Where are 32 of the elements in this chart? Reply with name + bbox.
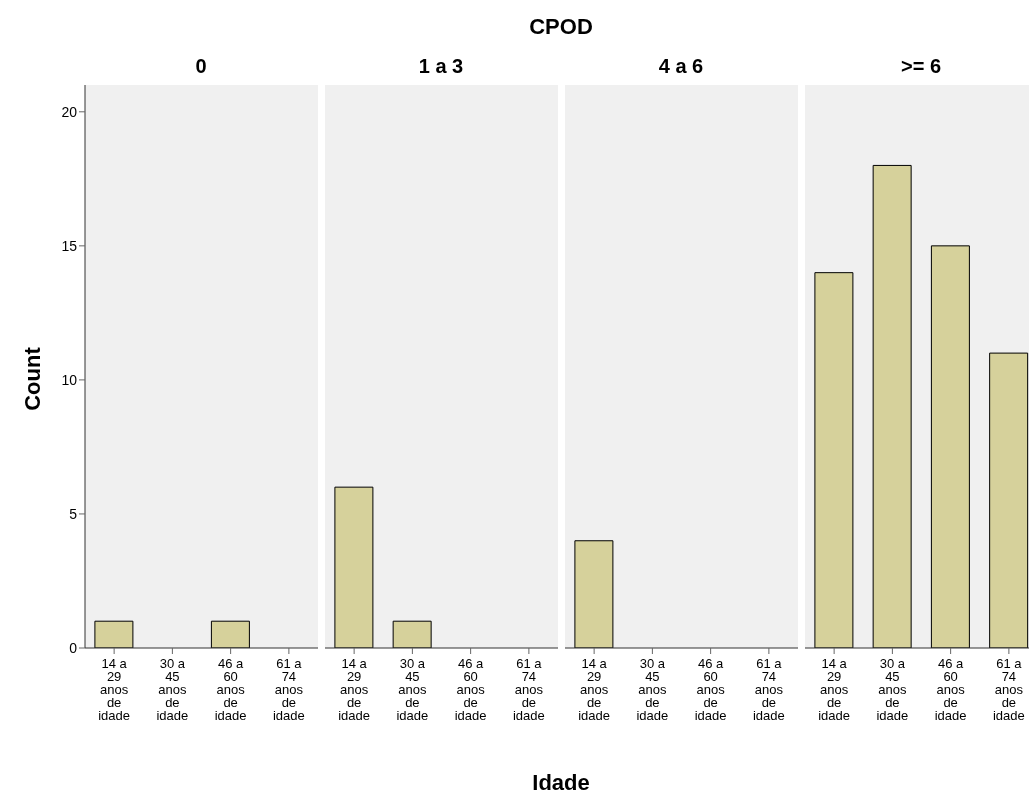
bar xyxy=(930,245,970,648)
text: CPOD xyxy=(528,14,594,40)
x-tick-label: 61 a 74 anos de idade xyxy=(992,656,1025,723)
x-tick-label: 30 a 45 anos de idade xyxy=(156,656,189,723)
y-tick-label: 20 xyxy=(61,103,78,120)
y-axis-title: Count xyxy=(20,346,46,413)
y-tick-label: 10 xyxy=(61,371,78,388)
x-tick-label: 61 a 74 anos de idade xyxy=(752,656,785,723)
y-tick-label: 15 xyxy=(61,237,78,254)
bar xyxy=(814,272,854,648)
x-tick-label: 30 a 45 anos de idade xyxy=(396,656,429,723)
x-tick-label: 14 a 29 anos de idade xyxy=(818,656,851,723)
x-tick-label: 30 a 45 anos de idade xyxy=(636,656,669,723)
text: Idade xyxy=(531,770,591,796)
bar xyxy=(872,164,912,648)
x-tick-label: 30 a 45 anos de idade xyxy=(876,656,909,723)
chart-title: 1 a 3 xyxy=(417,55,465,78)
y-tick-label: 0 xyxy=(69,639,78,656)
chart-title: 4 a 6 xyxy=(657,55,705,78)
x-tick-label: 46 a 60 anos de idade xyxy=(694,656,727,723)
x-tick-label: 46 a 60 anos de idade xyxy=(454,656,487,723)
bar xyxy=(989,352,1029,648)
x-tick-label: 46 a 60 anos de idade xyxy=(214,656,247,723)
x-tick-label: 14 a 29 anos de idade xyxy=(338,656,371,723)
y-tick-label: 5 xyxy=(69,505,78,522)
x-tick-label: 14 a 29 anos de idade xyxy=(98,656,131,723)
x-tick-label: 61 a 74 anos de idade xyxy=(512,656,545,723)
chart-title: >= 6 xyxy=(899,55,942,78)
x-tick-label: 46 a 60 anos de idade xyxy=(934,656,967,723)
x-tick-label: 14 a 29 anos de idade xyxy=(578,656,611,723)
x-tick-label: 61 a 74 anos de idade xyxy=(272,656,305,723)
chart-title: 0 xyxy=(194,55,208,78)
